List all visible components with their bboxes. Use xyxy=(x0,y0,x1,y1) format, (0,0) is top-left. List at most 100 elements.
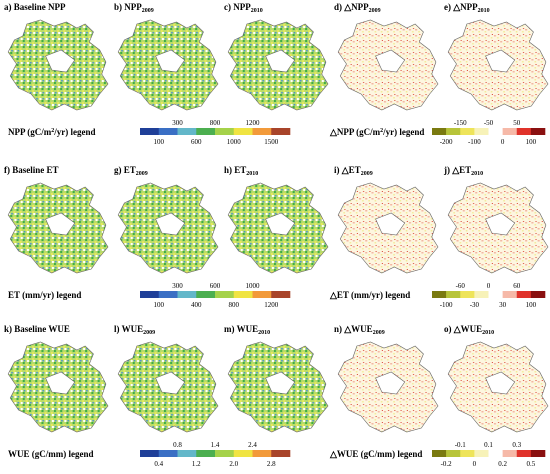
colorbar-segment xyxy=(488,450,503,457)
panel-label-sub: 2009 xyxy=(361,171,373,177)
panel-label-sub: 2010 xyxy=(246,171,258,177)
map-region xyxy=(447,341,549,433)
legend-tick: 0 xyxy=(501,138,505,146)
panel-label: n) △WUE2009 xyxy=(334,324,385,336)
colorbar-segment xyxy=(271,291,291,298)
map-region xyxy=(117,19,219,111)
panel-label: j) △ET2010 xyxy=(443,165,483,177)
legend-tick: 1.2 xyxy=(192,460,201,468)
legend-tick: 50 xyxy=(513,119,521,127)
legend-tick: 0.2 xyxy=(498,460,507,468)
map xyxy=(117,341,219,433)
colorbar-segment xyxy=(140,291,160,298)
legend-tick: 0 xyxy=(487,282,491,290)
map-region xyxy=(447,182,549,274)
panel-label-text: i) △ET xyxy=(334,165,361,175)
panel-label-text: h) ET xyxy=(224,165,246,175)
legend-title-text: △ET (mm/yr) legend xyxy=(329,290,410,300)
panel-label-text: f) Baseline ET xyxy=(4,165,59,175)
map xyxy=(447,341,549,433)
legend-tick: 400 xyxy=(191,301,202,309)
panel-label-text: j) △ET xyxy=(443,165,471,175)
colorbar-segment xyxy=(196,291,216,298)
colorbar-segment xyxy=(271,450,291,457)
panel-label-sub: 2010 xyxy=(251,8,263,14)
legend-tick: 600 xyxy=(210,282,221,290)
legend-tick: 30 xyxy=(499,301,507,309)
legend-tick: 60 xyxy=(513,282,521,290)
legend-tick: -150 xyxy=(454,119,467,127)
map-region xyxy=(337,182,439,274)
colorbar-segment xyxy=(474,128,489,135)
panel-label-sub: 2010 xyxy=(258,330,270,336)
colorbar-segment xyxy=(196,450,216,457)
panel-label: c) NPP2010 xyxy=(224,2,263,14)
colorbar-segment xyxy=(530,291,546,298)
colorbar-segment xyxy=(140,128,160,135)
map xyxy=(337,19,439,111)
legend-title-text: NPP (gC/m xyxy=(8,127,52,137)
legend-tick: 100 xyxy=(526,301,537,309)
colorbar-segment xyxy=(432,291,447,298)
colorbar-segment xyxy=(158,450,178,457)
legend-tick: 100 xyxy=(154,138,165,146)
legend-tick: 2.8 xyxy=(267,460,276,468)
panel-label: i) △ET2009 xyxy=(334,165,373,177)
panel-label-text: b) NPP xyxy=(114,2,142,12)
panel-label-sub: 2010 xyxy=(482,330,494,336)
legend-title: NPP (gC/m2/yr) legend xyxy=(8,127,96,137)
colorbar-segment xyxy=(530,128,546,135)
map xyxy=(7,341,109,433)
legend-title-text: WUE (gC/mm) legend xyxy=(8,449,94,459)
legend-tick: -100 xyxy=(440,301,453,309)
map-region xyxy=(227,182,329,274)
colorbar-segment xyxy=(233,128,253,135)
legend-title-text: △NPP (gC/m xyxy=(329,127,381,137)
legend-tick: 0.1 xyxy=(484,441,493,449)
colorbar-segment xyxy=(196,128,216,135)
legend-tick: 1200 xyxy=(264,301,279,309)
map-region xyxy=(117,182,219,274)
colorbar-segment xyxy=(502,128,518,135)
map xyxy=(227,19,329,111)
legend-tick: 300 xyxy=(172,119,183,127)
colorbar-segment xyxy=(460,128,475,135)
legend-tick: 0.4 xyxy=(154,460,163,468)
colorbar-segment xyxy=(446,128,461,135)
map xyxy=(7,19,109,111)
colorbar-segment xyxy=(502,450,518,457)
colorbar-segment xyxy=(177,128,197,135)
map-region xyxy=(227,19,329,111)
map xyxy=(337,341,439,433)
panel-label-text: m) WUE xyxy=(224,324,258,334)
colorbar-segment xyxy=(474,450,489,457)
colorbar-segment xyxy=(177,291,197,298)
map xyxy=(7,182,109,274)
panel-label: k) Baseline WUE xyxy=(4,324,70,334)
legend-tick: -200 xyxy=(440,138,453,146)
panel-label-text: k) Baseline WUE xyxy=(4,324,70,334)
legend-tick: -50 xyxy=(484,119,494,127)
legend-tick: 0.3 xyxy=(512,441,521,449)
colorbar-segment xyxy=(233,291,253,298)
colorbar-segment xyxy=(158,291,178,298)
panel-label: g) ET2009 xyxy=(114,165,148,177)
map xyxy=(447,182,549,274)
colorbar-segment xyxy=(233,450,253,457)
panel-label-sub: 2009 xyxy=(143,330,155,336)
panel-label-sub: 2009 xyxy=(136,171,148,177)
legend-title-end: /yr) legend xyxy=(53,127,95,137)
legend-tick: 100 xyxy=(154,301,165,309)
legend-tick: 300 xyxy=(172,282,183,290)
panel-label-sub: 2009 xyxy=(373,330,385,336)
colorbar-segment xyxy=(271,128,291,135)
panel-label-sub: 2010 xyxy=(478,8,490,14)
map-region xyxy=(7,341,109,433)
map xyxy=(117,182,219,274)
map xyxy=(447,19,549,111)
legend-title-text: △WUE (gC/mm) legend xyxy=(329,449,422,459)
map xyxy=(227,341,329,433)
legend-title: △NPP (gC/m2/yr) legend xyxy=(329,127,424,137)
colorbar-segment xyxy=(488,128,503,135)
panel-label: l) WUE2009 xyxy=(114,324,155,336)
